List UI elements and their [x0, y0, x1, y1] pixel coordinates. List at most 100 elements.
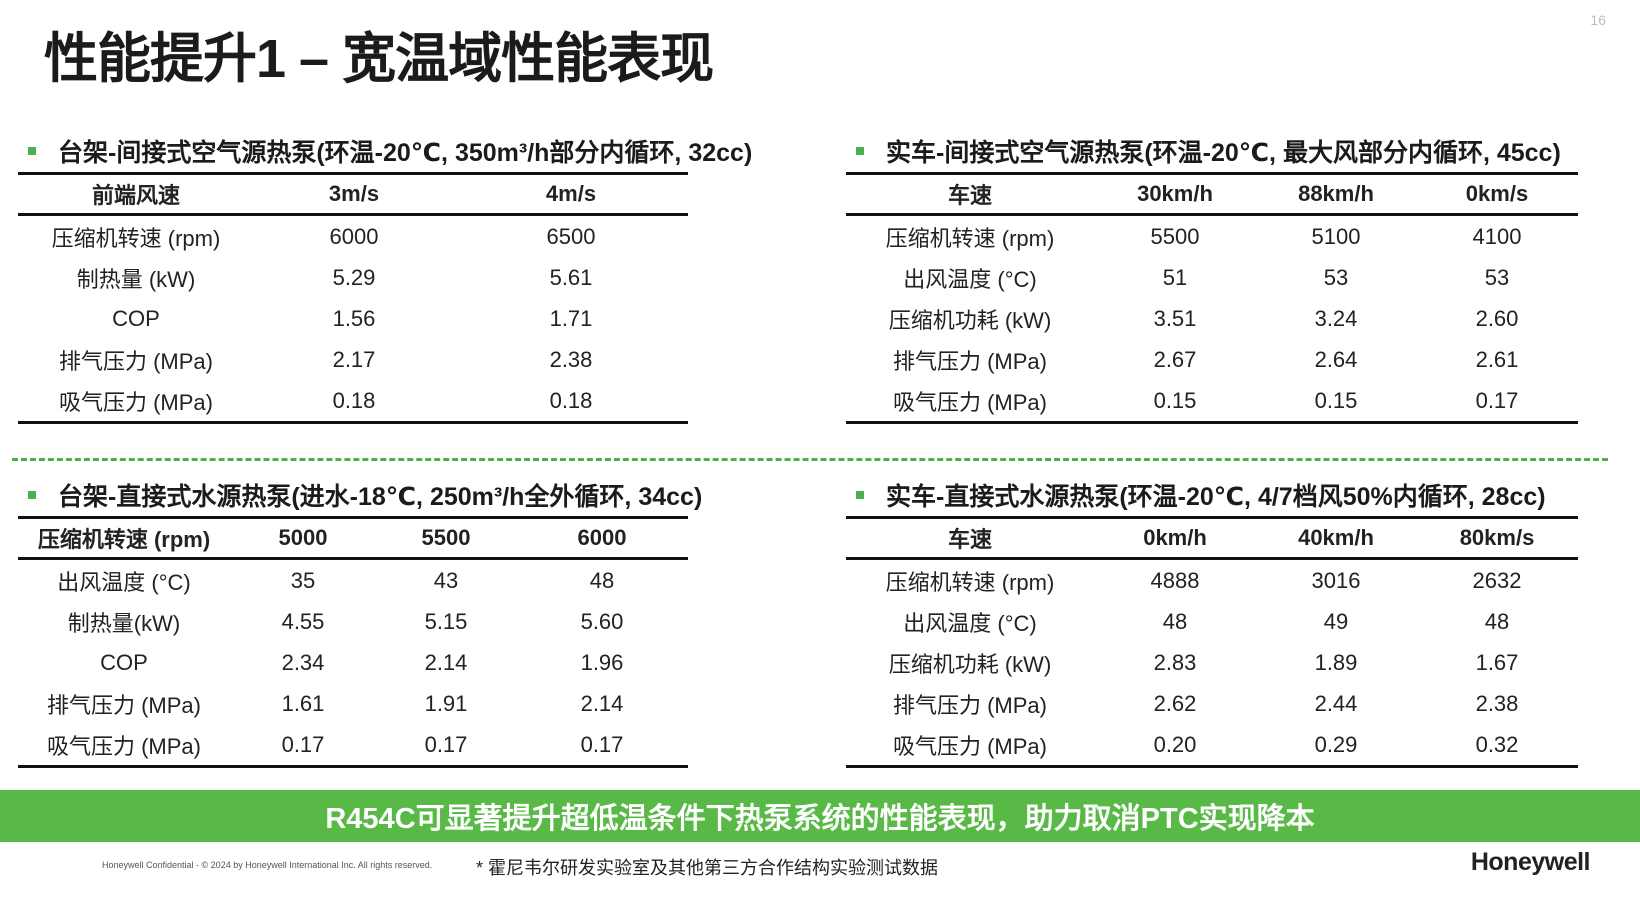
column-header: 车速 — [947, 527, 992, 552]
table-cell: 3.24 — [1314, 305, 1358, 331]
table-cell: 51 — [1162, 264, 1188, 290]
table-cell: 1.61 — [281, 690, 325, 716]
column-header: 0km/h — [1143, 525, 1207, 550]
table-cell: 6500 — [546, 223, 596, 249]
page-number: 16 — [1590, 12, 1606, 28]
table-cell: 48 — [1162, 608, 1188, 634]
table-cell: 2.64 — [1314, 346, 1358, 372]
row-label: 压缩机功耗 (kW) — [888, 307, 1052, 333]
row-label: 压缩机功耗 (kW) — [888, 651, 1052, 677]
table-row: 出风温度 (°C) 51 53 53 — [846, 257, 1578, 298]
row-label: 压缩机转速 (rpm) — [885, 569, 1055, 595]
table-cell: 0.17 — [580, 731, 624, 757]
panel-vehicle-direct-water-source: 实车-直接式水源热泵(环温-20℃, 4/7档风50%内循环, 28cc) 车速… — [846, 478, 1636, 768]
table-cell: 1.89 — [1314, 649, 1358, 675]
data-table: 车速 30km/h 88km/h 0km/s 压缩机转速 (rpm) 5500 … — [846, 172, 1578, 424]
bullet-icon — [28, 491, 36, 499]
table-cell: 48 — [1484, 608, 1510, 634]
column-header: 30km/h — [1137, 181, 1213, 206]
table-cell: 48 — [589, 567, 615, 593]
table-cell: 5500 — [1150, 223, 1200, 249]
row-label: 制热量(kW) — [67, 610, 181, 636]
table-cell: 2.17 — [332, 346, 376, 372]
table-cell: 0.15 — [1314, 387, 1358, 413]
table-cell: 2.62 — [1153, 690, 1197, 716]
column-header: 车速 — [947, 183, 992, 208]
table-cell: 2.14 — [424, 649, 468, 675]
data-table: 前端风速 3m/s 4m/s 压缩机转速 (rpm) 6000 6500 制热量… — [18, 172, 688, 424]
table-row: 压缩机转速 (rpm) 5500 5100 4100 — [846, 215, 1578, 258]
table-row: 吸气压力 (MPa) 0.18 0.18 — [18, 380, 688, 423]
column-header: 5000 — [278, 525, 328, 550]
table-cell: 4100 — [1472, 223, 1522, 249]
honeywell-logo: Honeywell — [1470, 848, 1591, 876]
table-cell: 2.44 — [1314, 690, 1358, 716]
column-header: 3m/s — [328, 181, 380, 206]
table-cell: 0.18 — [332, 387, 376, 413]
bullet-icon — [856, 491, 864, 499]
panel-heading: 台架-间接式空气源热泵(环温-20℃, 350m³/h部分内循环, 32cc) — [18, 134, 788, 168]
table-cell: 53 — [1323, 264, 1349, 290]
table-cell: 3.51 — [1153, 305, 1197, 331]
table-row: 排气压力 (MPa) 2.67 2.64 2.61 — [846, 339, 1578, 380]
table-cell: 0.20 — [1153, 731, 1197, 757]
panel-bench-indirect-air-source: 台架-间接式空气源热泵(环温-20℃, 350m³/h部分内循环, 32cc) … — [18, 134, 788, 424]
table-cell: 1.91 — [424, 690, 468, 716]
panel-heading-text: 台架-直接式水源热泵(进水-18℃, 250m³/h全外循环, 34cc) — [58, 483, 703, 511]
table-row: 吸气压力 (MPa) 0.20 0.29 0.32 — [846, 724, 1578, 767]
row-label: 压缩机转速 (rpm) — [885, 225, 1055, 251]
row-label: 排气压力 (MPa) — [892, 348, 1047, 374]
row-label: 吸气压力 (MPa) — [46, 733, 201, 759]
bullet-icon — [856, 147, 864, 155]
conclusion-banner: R454C可显著提升超低温条件下热泵系统的性能表现，助力取消PTC实现降本 — [0, 790, 1640, 842]
table-row: 出风温度 (°C) 35 43 48 — [18, 559, 688, 602]
table-cell: 0.18 — [549, 387, 593, 413]
table-row: 制热量(kW) 4.55 5.15 5.60 — [18, 601, 688, 642]
table-row: 排气压力 (MPa) 2.17 2.38 — [18, 339, 688, 380]
table-cell: 4.55 — [281, 608, 325, 634]
data-table: 压缩机转速 (rpm) 5000 5500 6000 出风温度 (°C) 35 … — [18, 516, 688, 768]
conclusion-banner-text: R454C可显著提升超低温条件下热泵系统的性能表现，助力取消PTC实现降本 — [325, 803, 1315, 835]
table-cell: 1.71 — [549, 305, 593, 331]
column-header: 5500 — [421, 525, 471, 550]
table-cell: 0.17 — [424, 731, 468, 757]
section-divider — [12, 458, 1608, 461]
column-header: 80km/s — [1459, 525, 1535, 550]
panel-heading: 台架-直接式水源热泵(进水-18℃, 250m³/h全外循环, 34cc) — [18, 478, 788, 512]
panel-heading-text: 实车-间接式空气源热泵(环温-20℃, 最大风部分内循环, 45cc) — [886, 139, 1561, 167]
column-header: 前端风速 — [91, 183, 180, 208]
table-cell: 5.60 — [580, 608, 624, 634]
table-row: 压缩机转速 (rpm) 4888 3016 2632 — [846, 559, 1578, 602]
row-label: 出风温度 (°C) — [903, 610, 1037, 636]
row-label: 排气压力 (MPa) — [58, 348, 213, 374]
table-row: 吸气压力 (MPa) 0.17 0.17 0.17 — [18, 724, 688, 767]
row-label: 出风温度 (°C) — [57, 569, 191, 595]
table-cell: 2.34 — [281, 649, 325, 675]
table-cell: 2.83 — [1153, 649, 1197, 675]
column-header: 6000 — [577, 525, 627, 550]
column-header: 40km/h — [1298, 525, 1374, 550]
table-cell: 3016 — [1311, 567, 1361, 593]
column-header: 88km/h — [1298, 181, 1374, 206]
table-row: 吸气压力 (MPa) 0.15 0.15 0.17 — [846, 380, 1578, 423]
table-cell: 2.67 — [1153, 346, 1197, 372]
table-row: 压缩机转速 (rpm) 6000 6500 — [18, 215, 688, 258]
table-cell: 1.67 — [1475, 649, 1519, 675]
table-row: COP 1.56 1.71 — [18, 298, 688, 339]
table-cell: 2.14 — [580, 690, 624, 716]
table-cell: 5100 — [1311, 223, 1361, 249]
table-cell: 1.56 — [332, 305, 376, 331]
panel-heading: 实车-直接式水源热泵(环温-20℃, 4/7档风50%内循环, 28cc) — [846, 478, 1636, 512]
table-cell: 43 — [433, 567, 459, 593]
table-cell: 2.61 — [1475, 346, 1519, 372]
table-header-row: 压缩机转速 (rpm) 5000 5500 6000 — [18, 517, 688, 559]
table-cell: 4888 — [1150, 567, 1200, 593]
row-label: COP — [100, 649, 148, 675]
panel-bench-direct-water-source: 台架-直接式水源热泵(进水-18℃, 250m³/h全外循环, 34cc) 压缩… — [18, 478, 788, 768]
column-header: 4m/s — [545, 181, 597, 206]
table-row: 出风温度 (°C) 48 49 48 — [846, 601, 1578, 642]
table-cell: 0.29 — [1314, 731, 1358, 757]
slide-title: 性能提升1 – 宽温域性能表现 — [44, 29, 714, 89]
table-row: COP 2.34 2.14 1.96 — [18, 642, 688, 683]
row-label: 吸气压力 (MPa) — [58, 389, 213, 415]
